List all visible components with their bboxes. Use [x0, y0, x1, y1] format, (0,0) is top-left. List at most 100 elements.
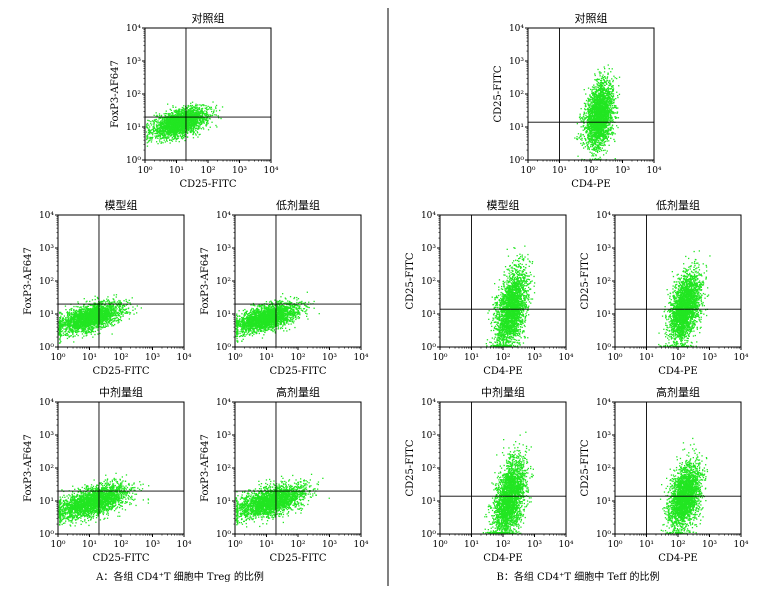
data-point: [174, 136, 176, 138]
data-point: [157, 115, 159, 117]
data-point: [89, 300, 91, 303]
data-point: [170, 131, 172, 133]
data-point: [180, 112, 182, 114]
data-point: [168, 137, 170, 139]
data-point: [146, 142, 148, 144]
data-point: [158, 117, 161, 119]
data-point: [198, 112, 200, 114]
data-point: [187, 123, 189, 125]
data-point: [186, 108, 188, 110]
data-point: [156, 125, 158, 127]
data-point: [181, 128, 183, 131]
data-point: [83, 304, 85, 306]
data-point: [63, 324, 65, 327]
data-point: [172, 138, 175, 140]
data-point: [125, 312, 127, 314]
data-point: [183, 134, 186, 136]
data-point: [84, 309, 87, 312]
data-point: [189, 121, 192, 123]
data-point: [58, 342, 61, 344]
data-point: [172, 118, 174, 120]
data-point: [169, 117, 171, 119]
data-point: [175, 109, 178, 111]
data-point: [194, 133, 197, 135]
data-point: [203, 112, 205, 114]
data-point: [203, 128, 205, 130]
data-point: [200, 121, 202, 123]
data-point: [206, 113, 208, 115]
data-point: [174, 133, 176, 135]
data-point: [176, 114, 178, 116]
data-point: [77, 331, 79, 333]
data-point: [171, 112, 173, 114]
data-point: [73, 308, 75, 311]
data-point: [170, 118, 172, 120]
data-point: [79, 307, 81, 309]
dot-cloud: [58, 294, 142, 344]
data-point: [115, 309, 117, 312]
data-point: [118, 309, 120, 311]
data-point: [184, 127, 186, 130]
data-point: [66, 328, 68, 330]
data-point: [171, 120, 173, 122]
data-point: [122, 310, 124, 312]
data-point: [104, 301, 107, 303]
data-point: [215, 124, 217, 127]
data-point: [182, 109, 184, 111]
data-point: [205, 105, 207, 107]
data-point: [150, 136, 153, 139]
data-point: [167, 128, 170, 130]
data-point: [146, 122, 149, 125]
data-point: [122, 314, 124, 316]
data-point: [178, 112, 180, 114]
data-point: [66, 334, 68, 336]
data-point: [187, 119, 190, 121]
data-point: [128, 311, 130, 313]
data-point: [195, 109, 198, 112]
data-point: [99, 322, 101, 324]
data-point: [175, 140, 177, 142]
data-point: [62, 332, 64, 334]
data-point: [197, 115, 199, 117]
data-point: [196, 131, 198, 133]
data-point: [194, 117, 196, 119]
data-point: [71, 330, 73, 333]
data-point: [200, 121, 202, 123]
data-point: [192, 110, 194, 112]
data-point: [181, 125, 184, 127]
data-point: [170, 123, 172, 126]
data-point: [122, 315, 124, 317]
data-point: [65, 329, 67, 331]
data-point: [168, 123, 171, 125]
data-point: [183, 126, 186, 129]
data-point: [167, 118, 170, 121]
data-point: [176, 119, 178, 121]
data-point: [87, 325, 90, 328]
data-point: [82, 306, 84, 308]
data-point: [182, 127, 184, 129]
data-point: [164, 122, 166, 125]
data-point: [188, 123, 190, 126]
data-point: [166, 128, 168, 130]
data-point: [74, 311, 76, 314]
data-point: [167, 137, 169, 139]
data-point: [187, 125, 189, 127]
data-point: [146, 135, 148, 137]
data-point: [197, 132, 199, 134]
data-point: [173, 123, 176, 125]
data-point: [195, 123, 197, 125]
data-point: [173, 118, 175, 121]
data-point: [59, 318, 61, 321]
data-point: [179, 132, 181, 134]
data-point: [168, 121, 171, 123]
data-point: [67, 316, 69, 318]
data-point: [173, 125, 175, 127]
data-point: [81, 308, 83, 310]
data-point: [59, 334, 61, 336]
data-point: [158, 130, 160, 133]
data-point: [167, 127, 169, 129]
data-point: [189, 107, 191, 110]
data-point: [164, 141, 166, 143]
data-point: [175, 138, 177, 140]
data-point: [86, 330, 88, 332]
